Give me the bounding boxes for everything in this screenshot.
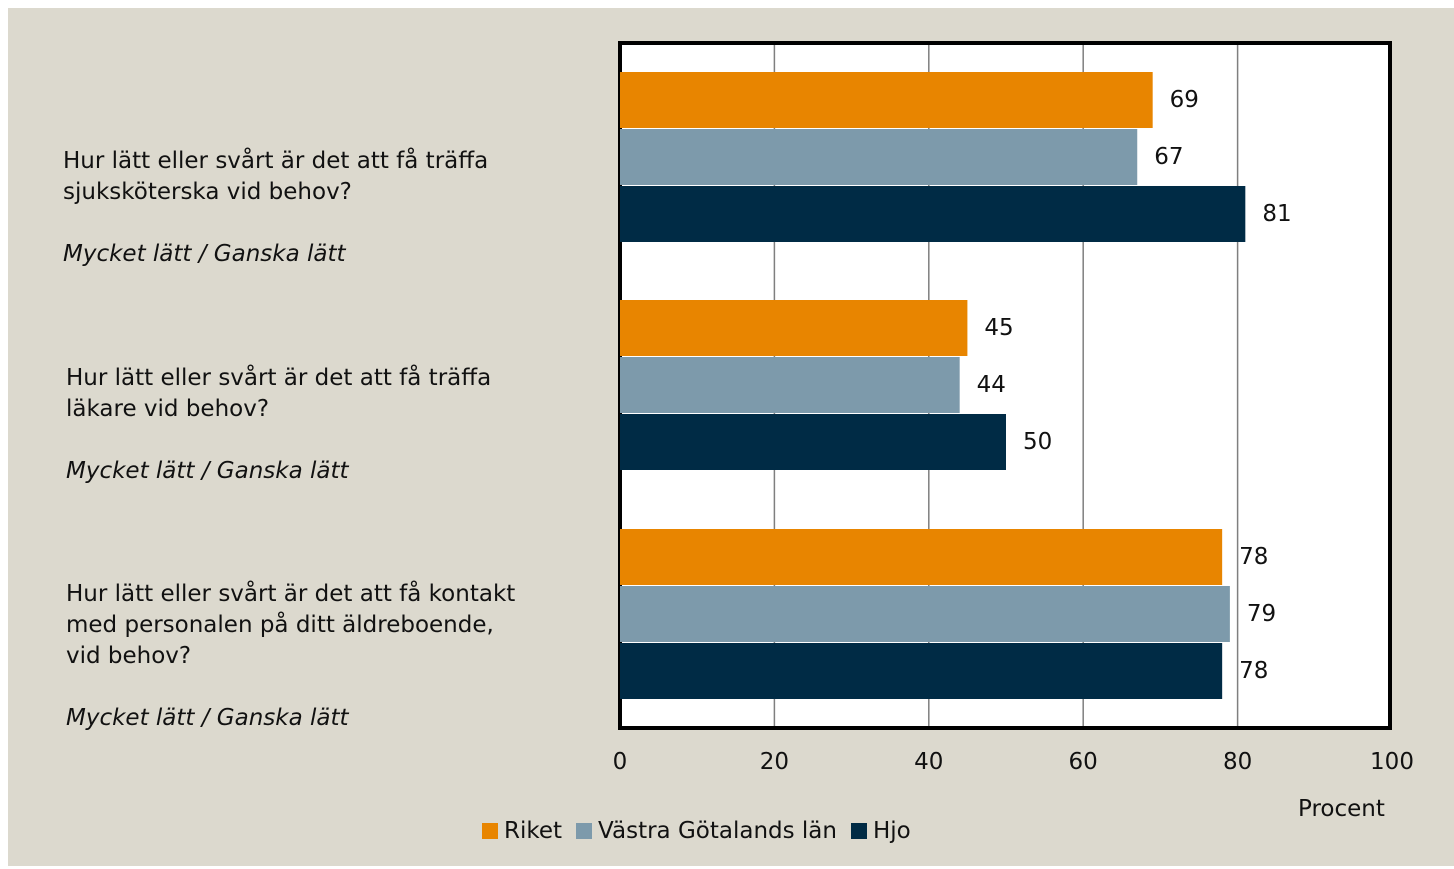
- legend-label: Riket: [504, 818, 563, 844]
- category-answer: Mycket lätt / Ganska lätt: [63, 241, 346, 267]
- bar-v-stra-g-talands-l-n-2: [620, 357, 960, 413]
- data-label: 45: [984, 314, 1014, 341]
- legend-item-hjo: Hjo: [850, 818, 911, 844]
- legend-swatch: [576, 823, 593, 839]
- data-label: 67: [1154, 143, 1184, 170]
- category-answer: Mycket lätt / Ganska lätt: [66, 705, 349, 731]
- x-tick-label: 100: [1370, 749, 1414, 775]
- category-question: Hur lätt eller svårt är det att få träff…: [66, 365, 492, 422]
- legend-swatch: [850, 823, 867, 839]
- legend-item-vastra-gotaland: Västra Götalands län: [576, 818, 837, 844]
- data-label: 50: [1023, 428, 1053, 455]
- x-tick-label: 0: [612, 749, 628, 775]
- x-axis-title: Procent: [1298, 796, 1385, 822]
- bar-v-stra-g-talands-l-n-3: [620, 586, 1230, 642]
- x-tick-label: 20: [759, 749, 790, 775]
- legend-label: Västra Götalands län: [598, 818, 837, 844]
- data-label: 81: [1262, 200, 1292, 227]
- x-tick-label: 60: [1068, 749, 1098, 775]
- legend-label: Hjo: [872, 818, 911, 844]
- data-label: 78: [1239, 543, 1269, 570]
- legend-swatch: [482, 823, 498, 839]
- data-label: 44: [976, 371, 1006, 398]
- data-label: 69: [1169, 86, 1199, 113]
- category-answer: Mycket lätt / Ganska lätt: [66, 458, 349, 484]
- bar-riket-1: [620, 72, 1153, 128]
- category-question: Hur lätt eller svårt är det att få konta…: [66, 581, 516, 669]
- legend-item-riket: Riket: [482, 818, 562, 844]
- bar-riket-3: [620, 529, 1223, 585]
- category-label-1: Hur lätt eller svårt är det att få träff…: [63, 115, 488, 270]
- category-question: Hur lätt eller svårt är det att få träff…: [63, 148, 489, 205]
- category-label-3: Hur lätt eller svårt är det att få konta…: [66, 548, 515, 734]
- x-tick-label: 80: [1222, 749, 1253, 775]
- category-label-2: Hur lätt eller svårt är det att få träff…: [66, 332, 491, 487]
- data-label: 78: [1239, 657, 1269, 684]
- x-tick-label: 40: [914, 749, 944, 775]
- legend: Riket Västra Götalands län Hjo: [482, 818, 925, 844]
- data-label: 79: [1246, 600, 1277, 627]
- bar-hjo-2: [620, 414, 1006, 470]
- bar-hjo-3: [620, 643, 1223, 699]
- bar-hjo-1: [620, 186, 1246, 242]
- bar-riket-2: [620, 300, 968, 356]
- bar-v-stra-g-talands-l-n-1: [620, 129, 1138, 185]
